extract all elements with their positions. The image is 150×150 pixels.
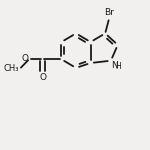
Text: O: O	[40, 74, 47, 82]
Text: H: H	[115, 63, 121, 72]
Text: Br: Br	[104, 8, 114, 17]
Text: N: N	[112, 61, 118, 70]
Text: CH₃: CH₃	[3, 64, 19, 73]
Text: O: O	[21, 54, 28, 63]
